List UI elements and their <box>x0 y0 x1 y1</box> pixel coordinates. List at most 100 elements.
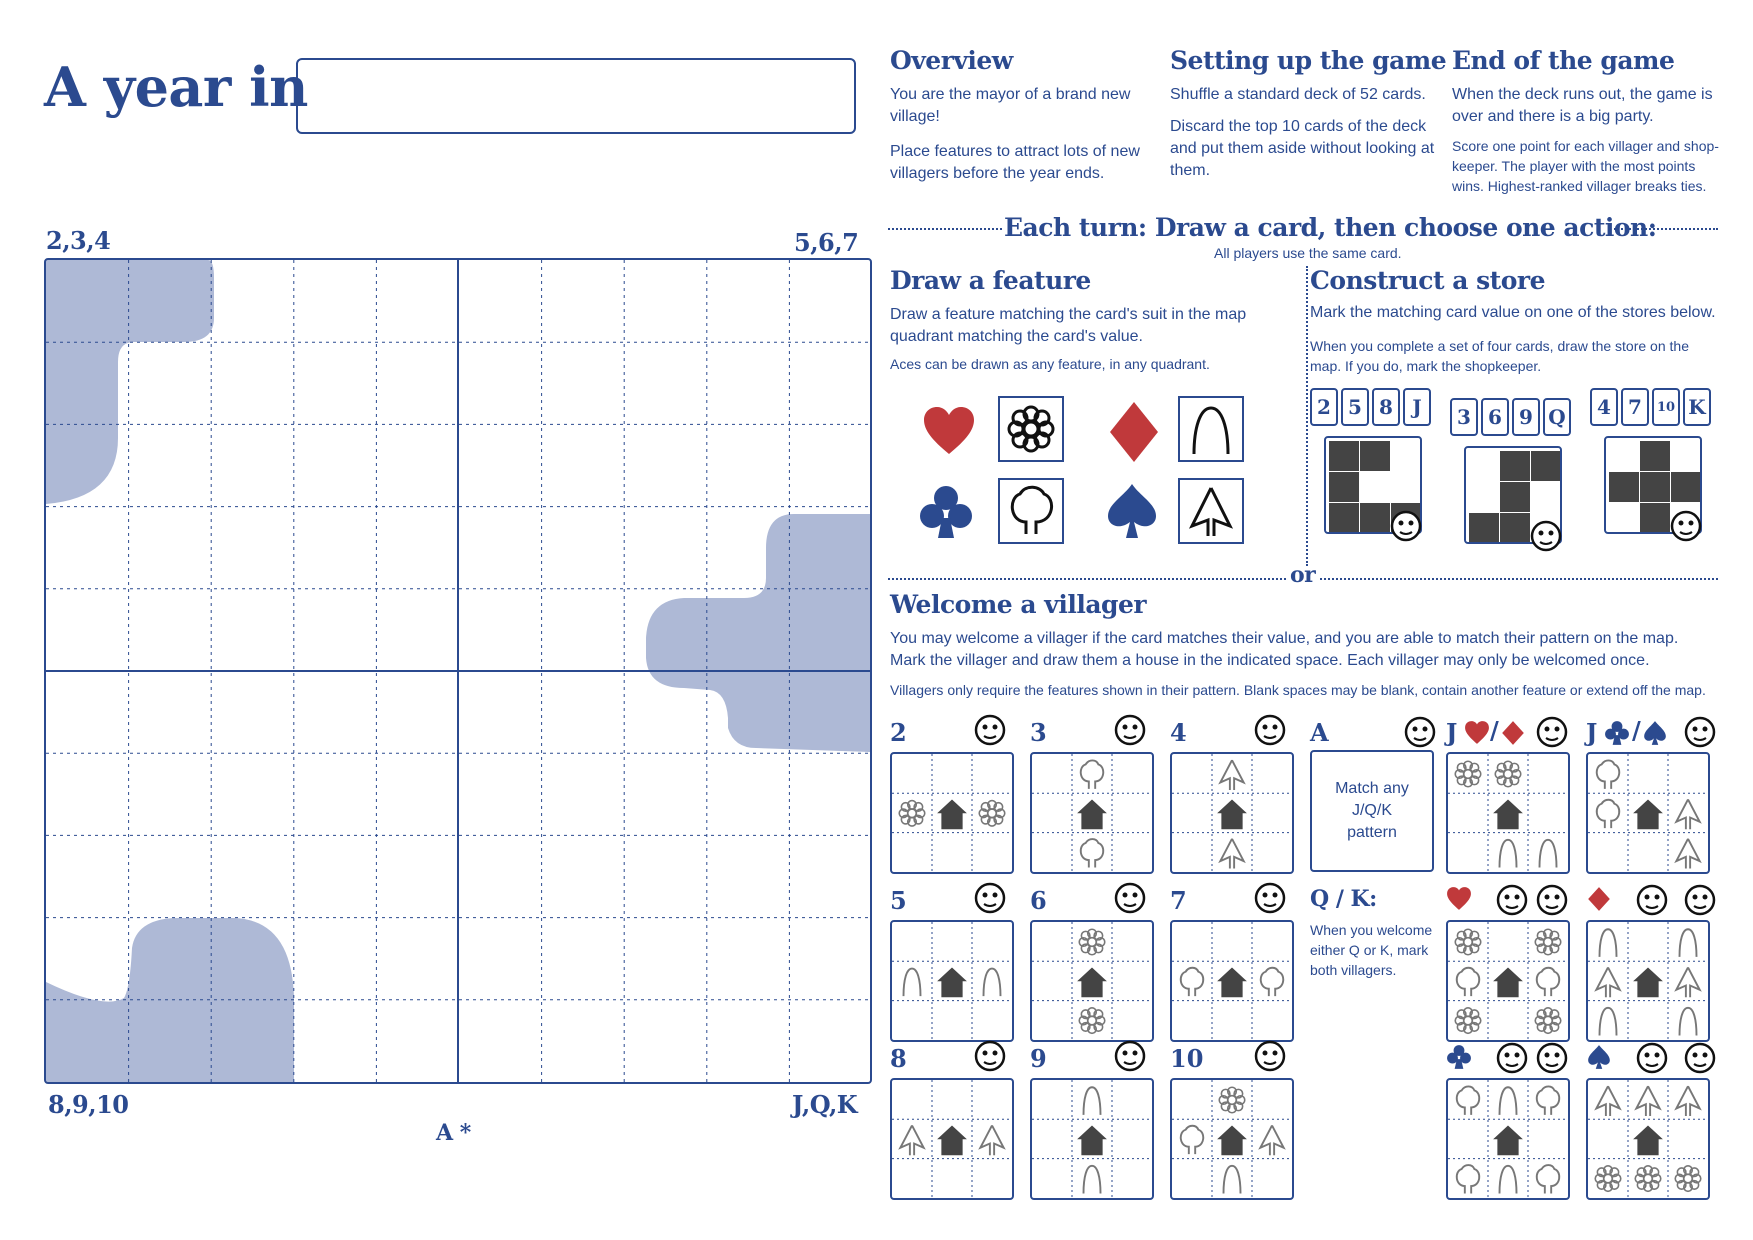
store-card-box[interactable]: 2 <box>1310 388 1338 426</box>
flower-feature-box <box>998 396 1064 462</box>
face-villager-pattern[interactable] <box>1586 920 1710 1042</box>
pine-icon <box>1674 967 1702 998</box>
villager-pattern-7[interactable] <box>1170 920 1294 1042</box>
hill-feature-box <box>1178 396 1244 462</box>
diamond-icon <box>1110 402 1158 462</box>
club-icon <box>920 486 972 538</box>
quadrant-label-bottom-right: J,Q,K <box>792 1090 858 1119</box>
store-card-box[interactable]: K <box>1683 388 1711 426</box>
heart-icon <box>924 407 974 454</box>
overview-text-1: You are the mayor of a brand new village… <box>890 86 1131 125</box>
heart-icon <box>1464 720 1490 751</box>
tree-icon <box>1179 966 1205 997</box>
divider <box>888 578 1286 580</box>
pine-icon <box>1594 1085 1622 1116</box>
hill-icon <box>1598 928 1618 957</box>
ace-villager-text: Match any J/Q/K pattern <box>1335 780 1409 841</box>
hill-icon <box>1192 406 1230 455</box>
flower-icon <box>1534 928 1562 956</box>
villager-2-icon <box>970 708 1010 753</box>
villager-pattern-8[interactable] <box>890 1078 1014 1200</box>
store-card-box[interactable]: 9 <box>1512 398 1540 436</box>
villager-label: 6 <box>1030 886 1047 915</box>
face-villager-pattern[interactable] <box>1446 920 1570 1042</box>
pine-icon <box>1674 838 1702 869</box>
villager-pattern-grid <box>1032 754 1152 872</box>
house-icon <box>1077 1125 1107 1156</box>
face-villager-0-icon <box>1532 710 1572 755</box>
villager-pattern-9[interactable] <box>1030 1078 1154 1200</box>
face-villager-pattern[interactable] <box>1586 1078 1710 1200</box>
divider <box>888 228 1002 230</box>
store-card-box[interactable]: 5 <box>1341 388 1369 426</box>
villager-5-icon <box>970 876 1010 921</box>
walrus-icon <box>1526 514 1566 559</box>
ace-villager-box[interactable]: Match any J/Q/K pattern <box>1310 750 1434 872</box>
villager-pattern-grid <box>1032 922 1152 1040</box>
pine-icon <box>978 1125 1006 1156</box>
hill-icon <box>1498 1086 1518 1115</box>
heart-icon <box>1446 886 1472 917</box>
store-card-box[interactable]: 3 <box>1450 398 1478 436</box>
villager-pattern-grid <box>1588 922 1708 1040</box>
store-card-box[interactable]: 7 <box>1621 388 1649 426</box>
store-card-box[interactable]: Q <box>1543 398 1571 436</box>
villager-label: 2 <box>890 718 907 747</box>
club-icon <box>1604 720 1630 751</box>
pine-icon <box>1218 759 1246 790</box>
club-icon <box>1446 1044 1472 1075</box>
pine-icon <box>1674 1085 1702 1116</box>
villager-pattern-grid <box>1172 922 1292 1040</box>
face-villager-6-icon <box>1492 1036 1532 1081</box>
villager-pattern-6[interactable] <box>1030 920 1154 1042</box>
welcome-heading: Welcome a villager <box>890 590 1147 619</box>
tree-icon <box>1455 1164 1481 1194</box>
hill-icon <box>1498 1164 1518 1194</box>
house-icon <box>1633 967 1663 998</box>
villager-10-icon <box>1250 1034 1290 1079</box>
tree-icon <box>1259 966 1285 997</box>
end-text-1: When the deck runs out, the game is over… <box>1452 86 1713 125</box>
quadrant-label-ace: A * <box>436 1120 471 1146</box>
store-card-box[interactable]: 10 <box>1652 388 1680 426</box>
villager-pattern-grid <box>1448 922 1568 1040</box>
villager-pattern-grid <box>1172 754 1292 872</box>
villager-pattern-3[interactable] <box>1030 752 1154 874</box>
spade-icon <box>1108 484 1156 538</box>
store-card-box[interactable]: J <box>1403 388 1431 426</box>
divider <box>1306 266 1308 566</box>
overview-heading: Overview <box>890 46 1013 75</box>
face-villager-pattern[interactable] <box>1446 1078 1570 1200</box>
flower-icon <box>978 799 1006 827</box>
flower-icon <box>1218 1086 1246 1114</box>
quadrant-label-top-right: 5,6,7 <box>794 228 859 257</box>
village-name-field[interactable] <box>296 58 856 134</box>
face-villager-pattern[interactable] <box>1586 752 1710 874</box>
villager-pattern-5[interactable] <box>890 920 1014 1042</box>
villager-pattern-10[interactable] <box>1170 1078 1294 1200</box>
face-villager-pattern[interactable] <box>1446 752 1570 874</box>
divider <box>1320 578 1718 580</box>
villager-pattern-4[interactable] <box>1170 752 1294 874</box>
store-card-box[interactable]: 8 <box>1372 388 1400 426</box>
village-map[interactable] <box>44 258 872 1084</box>
divider <box>1614 228 1718 230</box>
water-area <box>46 260 214 504</box>
welcome-text-3: Villagers only require the features show… <box>890 682 1706 698</box>
draw-feature-ace-text: Aces can be drawn as any feature, in any… <box>890 356 1210 372</box>
face-villager-4-icon <box>1632 878 1672 923</box>
hill-icon <box>982 967 1002 997</box>
spade-icon <box>1586 1044 1612 1075</box>
tree-icon <box>1595 798 1621 829</box>
tree-icon <box>1535 1085 1561 1115</box>
villager-pattern-2[interactable] <box>890 752 1014 874</box>
store-card-box[interactable]: 6 <box>1481 398 1509 436</box>
villager-pattern-grid <box>892 754 1012 872</box>
hill-icon <box>1678 1006 1698 1036</box>
hill-icon <box>1082 1164 1102 1194</box>
villager-label: 3 <box>1030 718 1047 747</box>
villager-label: 4 <box>1170 718 1187 747</box>
villager-pattern-grid <box>1032 1080 1152 1198</box>
pine-icon <box>898 1125 926 1156</box>
store-card-box[interactable]: 4 <box>1590 388 1618 426</box>
